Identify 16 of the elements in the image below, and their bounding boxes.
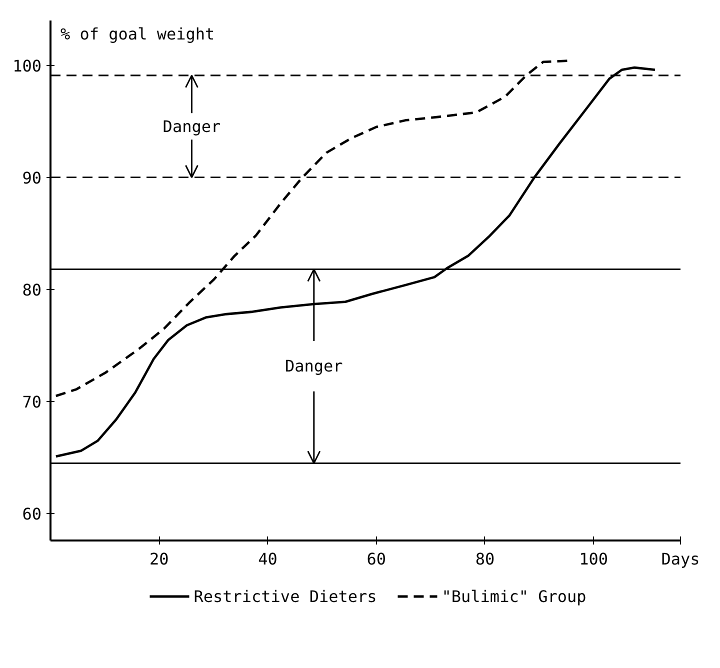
y-tick-label: 80 bbox=[22, 280, 42, 300]
y-axis-title: % of goal weight bbox=[60, 24, 215, 44]
legend-label: "Bulimic" Group bbox=[442, 586, 586, 606]
y-tick-label: 100 bbox=[12, 56, 42, 76]
x-axis-title: Days bbox=[661, 550, 700, 568]
x-tick-label: 60 bbox=[366, 550, 386, 568]
annotation: Danger bbox=[285, 356, 344, 376]
annotation: Danger bbox=[162, 116, 221, 136]
legend-label: Restrictive Dieters bbox=[194, 586, 377, 606]
x-tick-label: 80 bbox=[475, 550, 495, 568]
x-tick-label: 40 bbox=[258, 550, 278, 568]
y-tick-label: 70 bbox=[22, 392, 42, 412]
y-tick-label: 60 bbox=[22, 504, 42, 524]
x-tick-label: 100 bbox=[579, 550, 608, 568]
x-tick-label: 20 bbox=[149, 550, 169, 568]
y-tick-label: 90 bbox=[22, 168, 42, 188]
